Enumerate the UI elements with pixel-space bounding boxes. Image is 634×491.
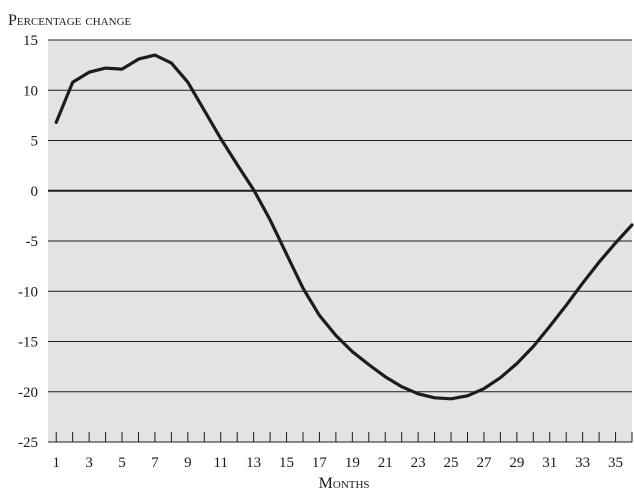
x-tick-label: 11 xyxy=(214,455,228,471)
x-tick-label: 3 xyxy=(85,455,93,471)
y-tick-label: 15 xyxy=(23,33,38,49)
y-tick-label: 5 xyxy=(31,134,39,150)
y-tick-label: -10 xyxy=(18,284,38,300)
x-tick-label: 19 xyxy=(345,455,360,471)
x-tick-label: 7 xyxy=(151,455,159,471)
x-tick-label: 29 xyxy=(509,455,524,471)
x-tick-label: 35 xyxy=(608,455,623,471)
x-tick-label: 17 xyxy=(312,455,328,471)
x-tick-label: 1 xyxy=(52,455,60,471)
x-tick-label: 23 xyxy=(411,455,426,471)
x-tick-label: 5 xyxy=(118,455,126,471)
y-tick-label: -15 xyxy=(18,335,38,351)
x-tick-label: 13 xyxy=(246,455,261,471)
y-tick-labels: 15 10 5 0 -5 -10 -15 -20 -25 xyxy=(18,33,38,451)
x-tick-label: 21 xyxy=(378,455,393,471)
y-tick-label: -5 xyxy=(26,234,39,250)
x-tick-label: 27 xyxy=(476,455,492,471)
x-tick-label: 15 xyxy=(279,455,294,471)
y-tick-label: -20 xyxy=(18,385,38,401)
y-tick-label: -25 xyxy=(18,435,38,451)
y-tick-label: 0 xyxy=(31,184,39,200)
x-axis-title: Months xyxy=(319,475,370,491)
x-axis xyxy=(48,432,633,443)
data-series-line xyxy=(54,53,634,401)
y-axis-title: Percentage change xyxy=(8,12,132,29)
x-tick-label: 31 xyxy=(542,455,557,471)
x-tick-label: 33 xyxy=(575,455,590,471)
grid-lines xyxy=(48,39,632,393)
x-tick-labels: 1 3 5 7 9 11 13 15 17 19 21 23 25 27 29 31 33 35 xyxy=(52,455,623,471)
y-tick-label: 10 xyxy=(23,83,38,99)
x-tick-label: 25 xyxy=(444,455,459,471)
x-tick-label: 9 xyxy=(184,455,192,471)
